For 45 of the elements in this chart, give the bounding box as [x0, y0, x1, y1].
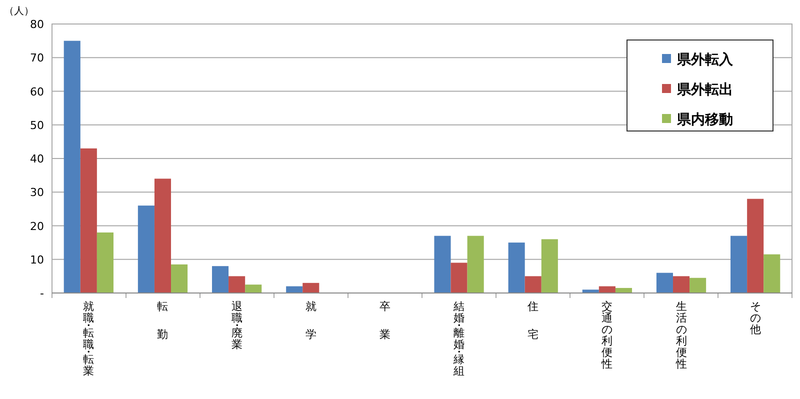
y-tick-label: 70: [30, 52, 44, 65]
legend-label: 県外転入: [676, 52, 734, 68]
y-axis-title: （人）: [4, 6, 34, 17]
bar: [154, 178, 172, 293]
category-label: 住宅: [528, 300, 539, 341]
bar: [245, 284, 262, 293]
category-label: 卒業: [379, 300, 390, 341]
bar: [690, 278, 706, 293]
bar: [171, 264, 188, 293]
y-tick-label: 40: [30, 152, 44, 166]
bar: [524, 276, 542, 293]
y-tick-label: 50: [30, 118, 44, 132]
bar: [656, 272, 673, 293]
bar: [64, 40, 80, 293]
bar: [764, 254, 780, 293]
bar: [508, 242, 525, 293]
bar: [228, 276, 246, 293]
x-tick-label: その他: [750, 300, 761, 336]
bar: [467, 236, 484, 293]
bar: [672, 276, 690, 293]
bar: [212, 266, 229, 293]
legend-label: 県内移動: [676, 112, 733, 128]
category-label: 就学: [305, 300, 316, 341]
y-tick-label: 80: [30, 18, 44, 31]
bar: [434, 236, 451, 293]
x-tick-label: 生活の利便性: [674, 300, 687, 370]
category-label: 転勤: [157, 300, 168, 341]
y-tick-label: 10: [30, 253, 44, 266]
x-tick-label: 就職・転職・転業: [83, 300, 94, 378]
bar: [747, 198, 764, 293]
y-tick-label: -: [40, 287, 44, 300]
bar: [96, 232, 114, 293]
x-tick-label: 交通の利便性: [600, 300, 613, 370]
y-tick-label: 60: [30, 85, 44, 98]
bar: [80, 148, 97, 293]
x-tick-label: 結婚・離婚・縁組: [452, 300, 465, 378]
bar: [138, 206, 154, 293]
y-tick-label: 20: [30, 220, 44, 233]
x-tick-label: 退職・廃業: [231, 300, 242, 351]
bar: [450, 262, 468, 293]
legend-label: 県外転出: [676, 82, 733, 98]
bar: [541, 239, 558, 293]
y-tick-label: 30: [30, 186, 44, 200]
bar: [302, 282, 320, 293]
bar: [730, 236, 748, 293]
